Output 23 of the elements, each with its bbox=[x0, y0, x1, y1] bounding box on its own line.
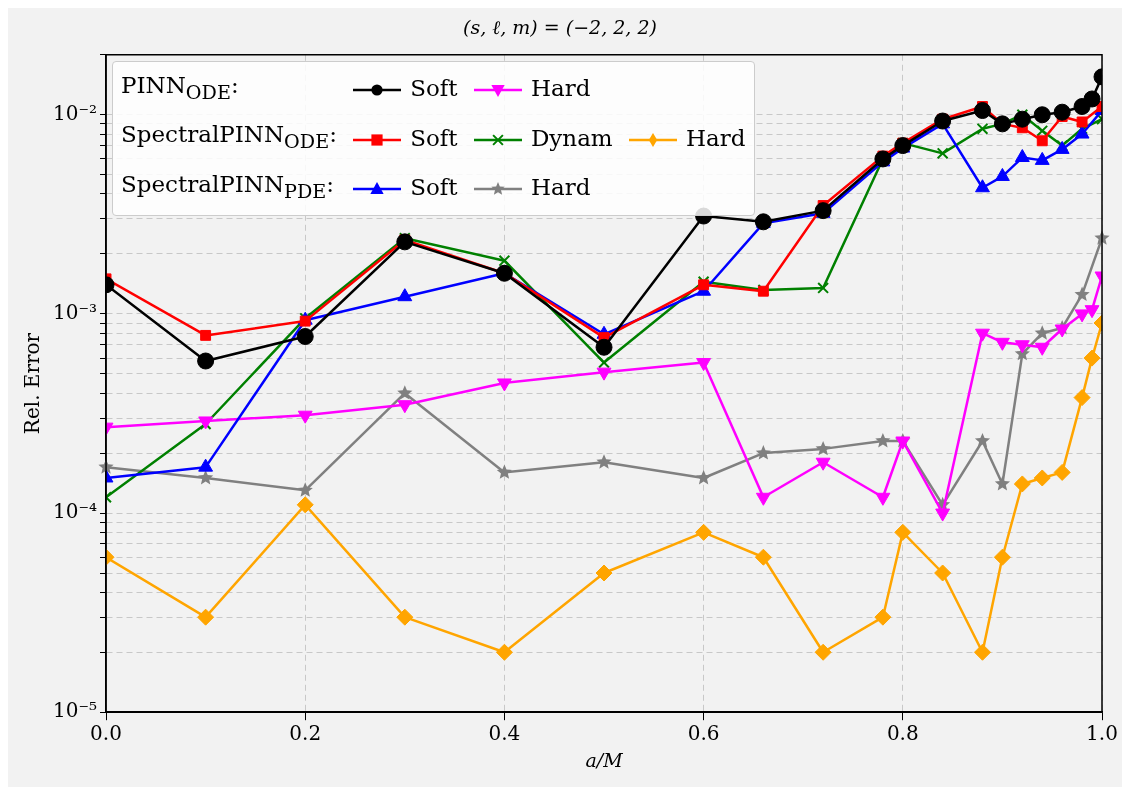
y-tick-label: 10⁻³ bbox=[52, 300, 98, 325]
legend-label: Soft bbox=[409, 124, 458, 152]
x-tick-label: 1.0 bbox=[1086, 721, 1118, 746]
annotation: SpectralPINN$_{ODE}$: bbox=[121, 120, 337, 155]
legend-label: Dynam bbox=[529, 124, 613, 152]
x-tick-label: 0.8 bbox=[886, 721, 919, 746]
x-tick-label: 0.6 bbox=[687, 721, 720, 746]
x-axis-title: a/M bbox=[585, 748, 624, 771]
x-tick-label: 0.4 bbox=[488, 721, 521, 746]
x-tick-label: 0.0 bbox=[90, 721, 122, 746]
annotation: SpectralPINN$_{PDE}$: bbox=[121, 170, 336, 205]
y-tick-label: 10⁻⁴ bbox=[52, 499, 98, 524]
y-axis-title: Rel. Error bbox=[20, 332, 45, 435]
y-tick-label: 10⁻⁵ bbox=[52, 698, 98, 723]
legend-label: Soft bbox=[409, 174, 458, 202]
x-tick-label: 0.2 bbox=[289, 721, 322, 746]
chart-title: (s, ℓ, m) = (−2, 2, 2) bbox=[463, 16, 657, 39]
legend-label: Soft bbox=[409, 75, 458, 103]
legend-label: Hard bbox=[529, 75, 592, 103]
legend-label: Hard bbox=[685, 124, 746, 152]
legend-label: Hard bbox=[529, 174, 592, 202]
annotation: PINN$_{ODE}$: bbox=[121, 70, 240, 106]
y-tick-label: 10⁻² bbox=[52, 100, 98, 125]
